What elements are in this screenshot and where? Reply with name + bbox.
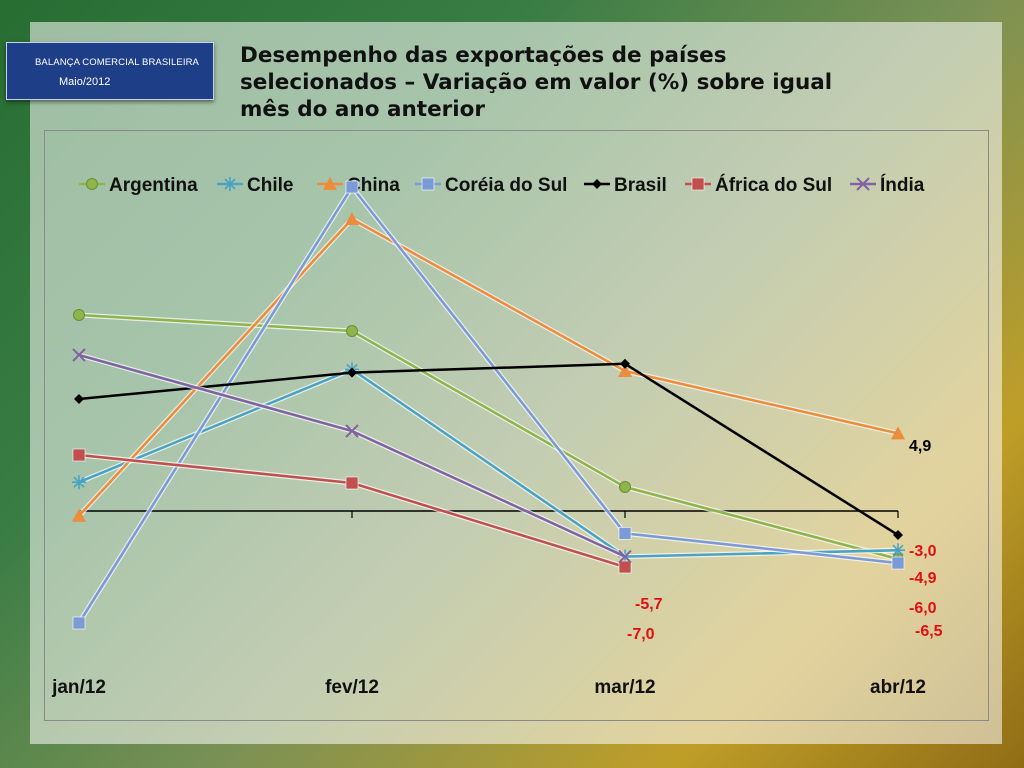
series-lines [72, 180, 905, 630]
marker-diamond [893, 530, 903, 540]
legend-label: Coréia do Sul [445, 175, 567, 196]
legend-label: Brasil [614, 175, 667, 196]
data-label: 4,9 [909, 438, 931, 455]
series-brasil [74, 358, 903, 540]
legend-item-chile: Chile [217, 175, 293, 196]
title-line-3: mês do ano anterior [240, 97, 486, 122]
badge-date: Maio/2012 [59, 76, 111, 88]
marker-x [345, 424, 359, 438]
marker-star [72, 475, 86, 490]
data-label: -6,5 [915, 623, 943, 640]
marker-triangle [323, 177, 337, 190]
marker-square [618, 560, 632, 574]
marker-square [345, 180, 359, 194]
data-label: -5,7 [635, 596, 663, 613]
report-badge: BALANÇA COMERCIAL BRASILEIRA Maio/2012 [6, 42, 214, 100]
marker-diamond [347, 367, 357, 378]
marker-triangle [618, 364, 632, 377]
series-argentina [73, 309, 904, 565]
legend-item-china: China [317, 175, 400, 196]
legend-item-coreia-do-sul: Coréia do Sul [415, 175, 567, 196]
chart-area: Argentina Chile China Coréia do Sul Brasil Áf… [44, 130, 989, 721]
title-line-2: selecionados – Variação em valor (%) sob… [240, 70, 833, 95]
series-line [78, 362, 899, 537]
marker-diamond [620, 358, 630, 369]
marker-x [856, 177, 870, 191]
series-line [78, 313, 899, 561]
slide-panel [30, 22, 1002, 744]
x-tick-label: fev/12 [325, 677, 379, 698]
x-tick-label: abr/12 [870, 677, 926, 698]
series-india [72, 348, 632, 564]
series-line [77, 185, 899, 624]
marker-square [72, 616, 86, 630]
marker-diamond [592, 179, 602, 189]
marker-star [223, 177, 237, 191]
marker-x [72, 348, 86, 362]
slide-title: Desempenho das exportações de países sel… [240, 42, 1000, 123]
legend-label: Chile [247, 175, 293, 196]
series-line-halo [78, 352, 627, 559]
legend-label: China [347, 175, 400, 196]
x-tick-label: mar/12 [594, 677, 655, 698]
line-chart: Argentina Chile China Coréia do Sul Brasil Áf… [51, 174, 943, 698]
marker-square [421, 177, 435, 191]
series-chile [72, 362, 905, 564]
marker-circle [73, 309, 85, 321]
x-tick-label: jan/12 [51, 677, 106, 698]
series-line [78, 217, 899, 517]
legend-item-argentina: Argentina [79, 175, 198, 196]
marker-circle [619, 481, 631, 493]
series-coreia-do-sul [72, 180, 905, 630]
marker-triangle [345, 212, 359, 225]
marker-square [691, 177, 705, 191]
marker-star [891, 543, 905, 558]
data-label: -6,0 [909, 600, 937, 617]
legend-item-africa-do-sul: África do Sul [685, 174, 832, 196]
marker-diamond [74, 394, 84, 404]
series-line [78, 368, 899, 558]
title-line-1: Desempenho das exportações de países [240, 43, 727, 68]
series-china [72, 212, 905, 522]
marker-triangle [72, 508, 86, 522]
data-label: -4,9 [909, 570, 937, 587]
badge-title: BALANÇA COMERCIAL BRASILEIRA [35, 57, 199, 68]
legend-label: Argentina [109, 175, 198, 196]
marker-square [891, 556, 905, 570]
legend-label: África do Sul [715, 174, 832, 196]
marker-triangle [891, 426, 905, 440]
legend-label: Índia [880, 174, 925, 196]
marker-square [345, 476, 359, 490]
data-labels: 4,9 -3,0 -4,9 -6,0 -6,5 -5,7 -7,0 [627, 438, 943, 643]
marker-circle [86, 178, 98, 190]
legend-item-india: Índia [850, 174, 925, 196]
legend: Argentina Chile China Coréia do Sul Brasil Áf… [79, 174, 925, 196]
x-axis: jan/12 fev/12 mar/12 abr/12 [51, 510, 926, 698]
data-label: -7,0 [627, 626, 655, 643]
marker-x [618, 549, 632, 564]
legend-item-brasil: Brasil [584, 175, 667, 196]
marker-circle [346, 325, 358, 337]
series-line [78, 353, 626, 558]
data-label: -3,0 [909, 543, 937, 560]
marker-square [618, 527, 632, 540]
series-africa-do-sul [72, 448, 632, 574]
marker-square [72, 448, 86, 462]
